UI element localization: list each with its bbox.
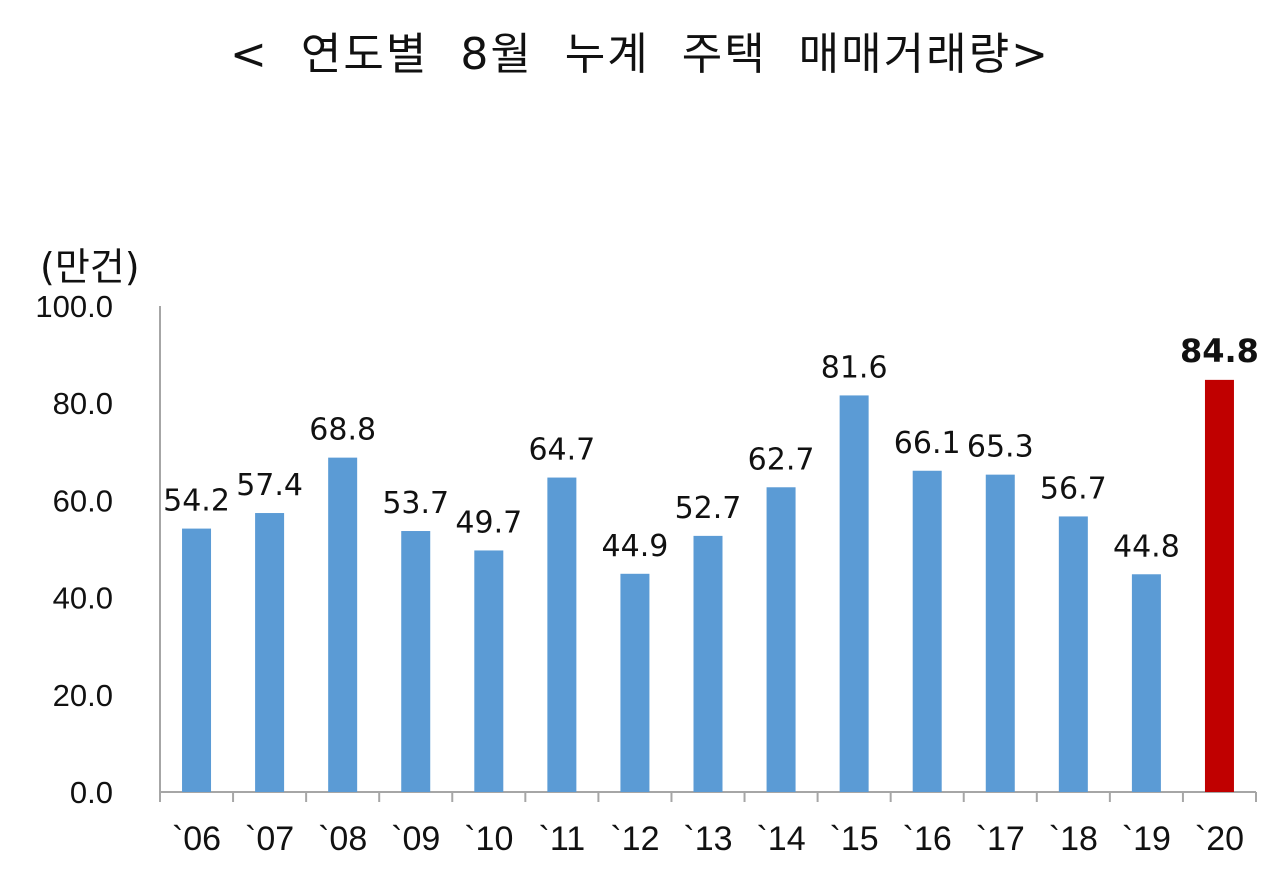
bar-10 (474, 550, 504, 792)
bar-13 (693, 535, 723, 792)
bar-09 (401, 531, 431, 792)
x-tick-label: `14 (756, 820, 805, 858)
data-label: 65.3 (967, 430, 1034, 465)
data-label: 84.8 (1180, 332, 1259, 370)
bar-11 (547, 477, 577, 792)
data-label: 54.2 (163, 484, 230, 519)
x-tick-label: `09 (391, 820, 440, 858)
x-tick-label: `17 (976, 820, 1025, 858)
bar-12 (620, 573, 650, 792)
x-tick-label: `15 (830, 820, 879, 858)
y-tick-label: 40.0 (53, 581, 113, 616)
chart-title: < 연도별 8월 누계 주택 매매거래량> (230, 29, 1050, 80)
bar-14 (766, 487, 796, 792)
x-tick-label: `08 (318, 820, 367, 858)
data-label: 81.6 (821, 350, 888, 385)
x-tick-label: `13 (683, 820, 732, 858)
y-tick-label: 60.0 (53, 483, 113, 518)
bar-16 (912, 470, 942, 792)
bar-15 (839, 395, 869, 792)
data-label: 53.7 (382, 486, 449, 521)
x-tick-label: `11 (539, 820, 586, 858)
y-tick-label: 100.0 (35, 289, 113, 324)
y-tick-label: 0.0 (70, 775, 113, 810)
x-tick-label: `12 (610, 820, 659, 858)
data-label: 44.9 (602, 529, 669, 564)
y-tick-label: 80.0 (53, 386, 113, 421)
x-tick-label: `10 (464, 820, 513, 858)
x-tick-label: `16 (903, 820, 952, 858)
x-tick-label: `19 (1122, 820, 1171, 858)
bar-06 (182, 528, 212, 792)
data-label: 57.4 (236, 468, 303, 503)
data-label: 66.1 (894, 426, 961, 461)
y-tick-label: 20.0 (53, 678, 113, 713)
data-label: 68.8 (309, 413, 376, 448)
bar-17 (985, 474, 1015, 792)
bar-18 (1058, 516, 1088, 792)
bar-19 (1131, 574, 1161, 792)
y-axis-unit-label: (만건) (40, 245, 140, 289)
x-tick-label: `18 (1049, 820, 1098, 858)
x-tick-label: `07 (245, 820, 294, 858)
bar-08 (328, 457, 358, 792)
data-label: 64.7 (528, 433, 595, 468)
data-label: 56.7 (1040, 471, 1107, 506)
data-label: 49.7 (455, 505, 522, 540)
x-tick-label: `06 (172, 820, 221, 858)
x-tick-label: `20 (1195, 820, 1244, 858)
data-label: 52.7 (675, 491, 742, 526)
data-label: 44.8 (1113, 529, 1180, 564)
bar-07 (255, 513, 285, 792)
data-label: 62.7 (748, 442, 815, 477)
bar-20 (1204, 379, 1234, 792)
